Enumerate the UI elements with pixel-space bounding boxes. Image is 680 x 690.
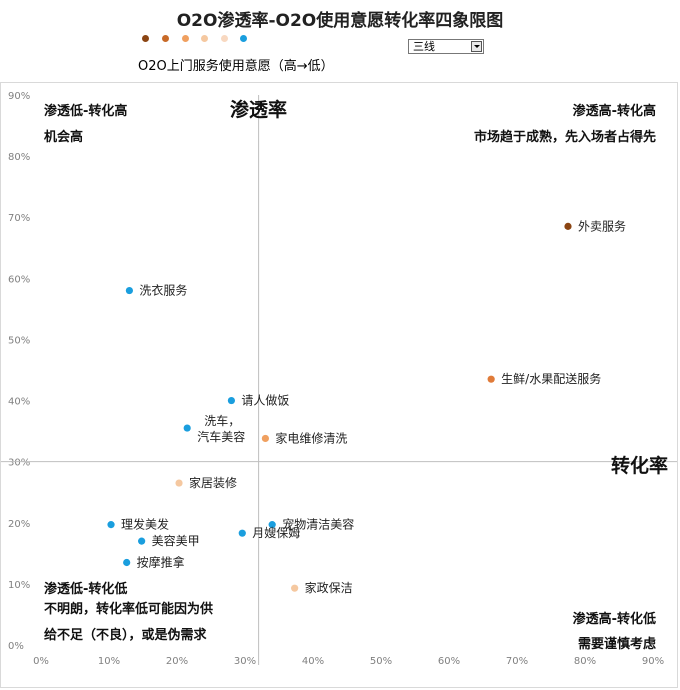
legend-dot-6 xyxy=(240,35,247,42)
data-point[interactable] xyxy=(123,558,131,567)
quadrant-bottom-left-desc: 不明朗，转化率低可能因为供 给不足（不良），或是伪需求 xyxy=(44,597,213,649)
quadrant-top-right-desc: 市场趋于成熟，先入场者占得先 xyxy=(473,130,656,145)
chart-title: O2O渗透率-O2O使用意愿转化率四象限图 xyxy=(176,11,504,31)
data-point[interactable] xyxy=(291,584,299,592)
point-label: 宠物清洁美容 xyxy=(282,517,354,532)
quadrant-top-left-desc: 机会高 xyxy=(44,130,84,145)
point-label: 月嫂保姆 xyxy=(252,526,300,540)
quadrant-top-right-title: 渗透高-转化高 xyxy=(572,104,656,119)
data-point[interactable] xyxy=(125,286,133,295)
x-axis-name: 转化率 xyxy=(611,455,669,477)
point-label: 家居装修 xyxy=(189,475,237,490)
legend-dot-5 xyxy=(221,35,228,42)
point-label: 家政保洁 xyxy=(305,580,353,595)
y-tick-label: 30% xyxy=(8,458,30,469)
legend-dot-1 xyxy=(142,35,149,42)
y-tick-label: 10% xyxy=(8,580,30,591)
legend-dot-3 xyxy=(182,35,189,42)
data-point[interactable] xyxy=(107,521,115,529)
quadrant-top-left-title: 渗透低-转化高 xyxy=(44,104,128,119)
point-label: 生鲜/水果配送服务 xyxy=(501,371,601,386)
quadrant-bottom-left-desc-line-1: 不明朗，转化率低可能因为供 xyxy=(44,602,214,617)
city-tier-value: 三线 xyxy=(413,40,435,53)
y-axis-name: 渗透率 xyxy=(230,99,288,121)
data-point[interactable] xyxy=(268,521,276,529)
x-tick-label: 60% xyxy=(438,656,460,667)
x-tick-label: 10% xyxy=(98,656,120,667)
x-tick-label: 0% xyxy=(33,656,49,667)
y-tick-label: 70% xyxy=(8,213,30,224)
quadrant-bottom-right-title: 渗透高-转化低 xyxy=(572,612,656,627)
data-point[interactable] xyxy=(138,537,146,545)
y-tick-label: 90% xyxy=(8,91,30,102)
y-tick-label: 20% xyxy=(8,519,30,530)
plot-frame xyxy=(0,82,678,688)
y-tick-label: 80% xyxy=(8,152,30,163)
y-tick-label: 50% xyxy=(8,335,30,346)
point-label: 美容美甲 xyxy=(152,533,200,548)
data-point[interactable] xyxy=(564,222,572,230)
quadrant-bottom-left-desc-line-2: 给不足（不良），或是伪需求 xyxy=(44,628,207,643)
data-point[interactable] xyxy=(487,375,495,383)
x-tick-label: 90% xyxy=(642,656,664,667)
legend-dot-2 xyxy=(162,35,169,42)
point-label: 请人做饭 xyxy=(241,393,289,408)
point-label: 家电维修清洗 xyxy=(275,430,347,445)
y-tick-label: 40% xyxy=(8,397,30,408)
x-tick-label: 80% xyxy=(574,656,596,667)
y-tick-label: 0% xyxy=(8,641,24,652)
data-point[interactable] xyxy=(261,434,269,443)
city-tier-select[interactable]: 三线 xyxy=(408,39,484,54)
point-label: 外卖服务 xyxy=(578,218,626,233)
quadrant-bottom-left-title: 渗透低-转化低 xyxy=(44,582,128,597)
data-point[interactable] xyxy=(238,529,246,537)
point-label: 洗车， xyxy=(204,413,240,428)
legend-dot-4 xyxy=(201,35,208,42)
legend-label: O2O上门服务使用意愿（高→低） xyxy=(138,59,334,74)
x-tick-label: 50% xyxy=(370,656,392,667)
data-point[interactable] xyxy=(227,396,235,405)
data-point[interactable] xyxy=(183,424,191,432)
x-tick-label: 20% xyxy=(166,656,188,667)
x-tick-label: 70% xyxy=(506,656,528,667)
quadrant-bottom-right-desc: 需要谨慎考虑 xyxy=(577,637,656,652)
x-tick-label: 30% xyxy=(234,656,256,667)
data-point[interactable] xyxy=(175,479,183,487)
point-label: 理发美发 xyxy=(121,517,169,532)
point-label: 按摩推拿 xyxy=(137,555,185,570)
x-tick-label: 40% xyxy=(302,656,324,667)
point-label: 洗衣服务 xyxy=(139,283,187,298)
point-label: 汽车美容 xyxy=(197,429,245,444)
chevron-down-icon[interactable] xyxy=(471,41,482,52)
y-tick-label: 60% xyxy=(8,274,30,285)
